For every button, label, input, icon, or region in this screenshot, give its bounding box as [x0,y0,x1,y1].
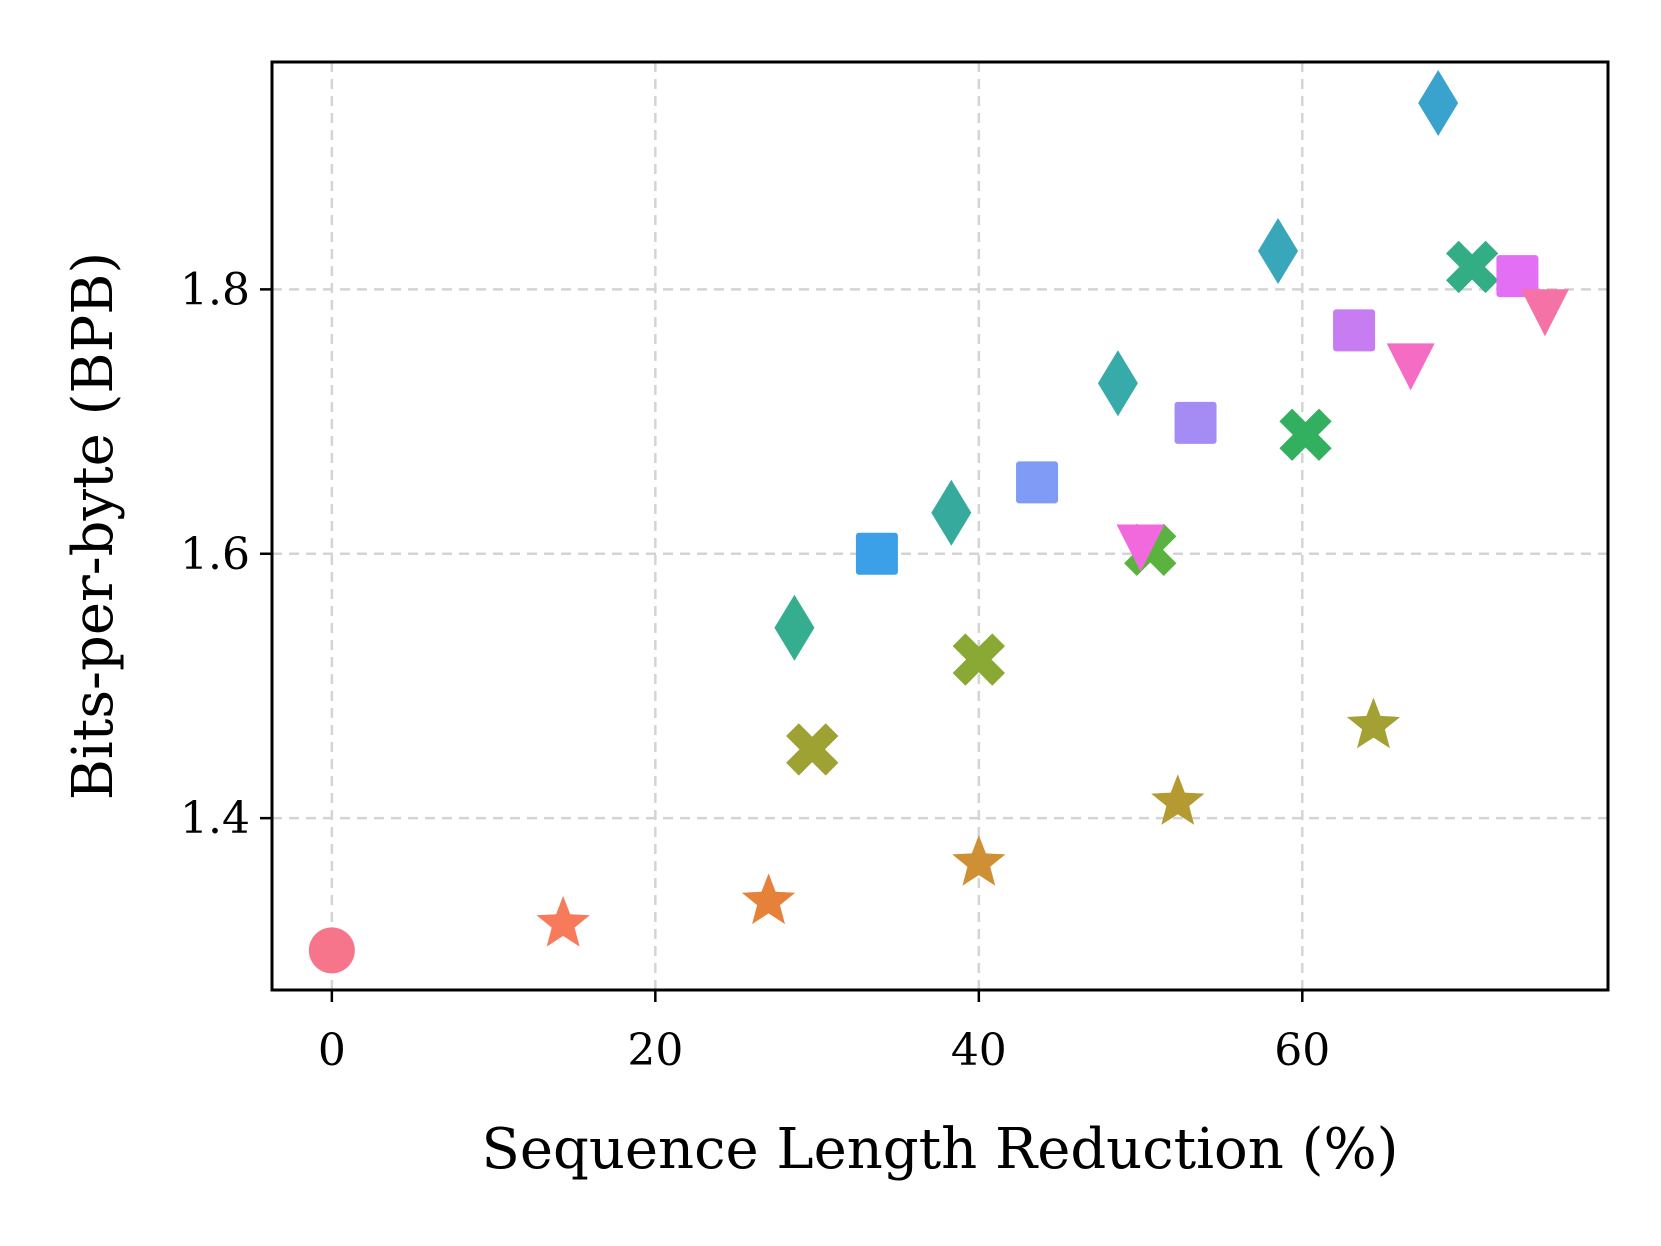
x-tick-label: 60 [1274,1025,1330,1076]
data-point-square [1016,461,1059,504]
plot-area-frame [270,60,1610,992]
data-point-circle [308,927,355,974]
data-point-star [536,895,590,947]
data-point-triangle-down [1520,289,1569,337]
y-tick-label: 1.4 [180,793,250,844]
data-point-diamond [774,594,815,661]
y-axis-label: Bits-per-byte (BPB) [61,252,126,801]
y-tick-label: 1.6 [180,529,250,580]
data-point-diamond [1258,218,1299,285]
grid-lines [272,62,1608,990]
data-point-x [952,633,1005,686]
data-point-diamond [1418,69,1459,136]
data-point-diamond [1097,350,1138,417]
data-point-square [1174,401,1217,444]
data-point-diamond [931,479,972,546]
data-point-triangle-down [1116,524,1165,572]
data-point-star [1151,774,1205,825]
data-points [308,69,1569,974]
data-point-square [855,532,898,575]
data-point-triangle-down [1386,343,1435,391]
x-tick-label: 20 [627,1025,683,1076]
data-point-square [1496,255,1539,298]
x-tick-label: 0 [318,1025,346,1076]
axis-ticks: 0 20 40 60 1.4 1.6 1.8 [180,264,1330,1076]
data-point-square [1333,309,1376,352]
x-axis-label: Sequence Length Reduction (%) [481,1117,1398,1182]
data-point-x [1279,408,1332,461]
data-point-star [1346,697,1401,749]
data-point-star [952,835,1006,886]
data-point-x [786,723,839,776]
data-point-x [1446,240,1499,294]
data-point-star [741,873,796,925]
x-tick-label: 40 [951,1025,1007,1076]
y-tick-label: 1.8 [180,264,250,315]
